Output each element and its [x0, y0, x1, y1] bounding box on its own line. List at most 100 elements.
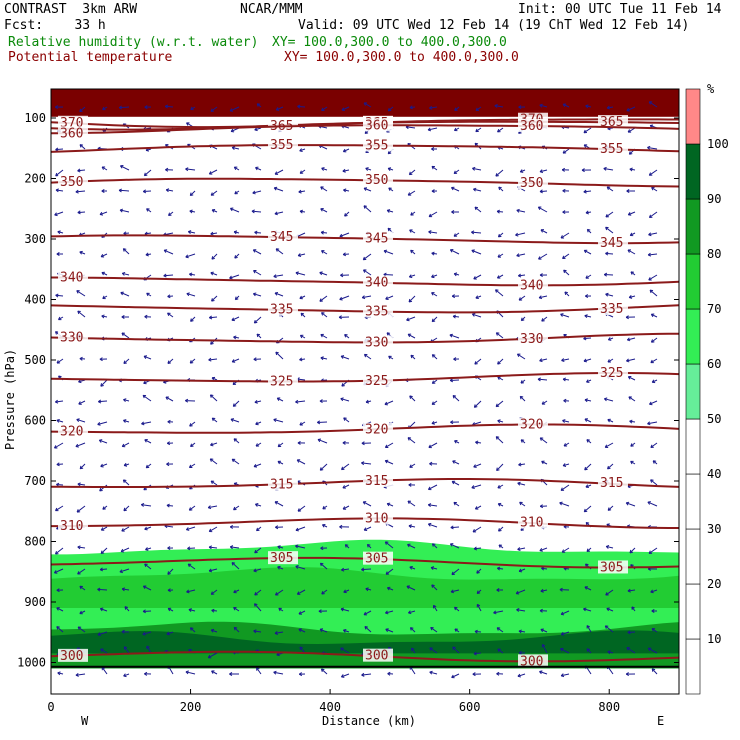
wind-head: [231, 317, 235, 322]
wind-vector: [229, 207, 240, 213]
theta-label-310: 310: [520, 516, 543, 531]
theta-label-330: 330: [60, 331, 83, 346]
wind-vector: [427, 484, 438, 491]
colorbar-swatch: [685, 528, 701, 585]
wind-vector: [429, 670, 438, 675]
wind-head: [167, 571, 171, 575]
wind-shaft: [208, 526, 218, 532]
wind-head: [338, 315, 342, 320]
wind-shaft: [144, 439, 152, 444]
wind-vector: [628, 295, 636, 299]
theta-label-bg: [598, 141, 628, 155]
wind-head: [295, 399, 299, 404]
wind-vector: [519, 395, 526, 402]
wind-shaft: [124, 606, 130, 612]
theta-label-bg: [518, 654, 548, 668]
wind-shaft: [361, 568, 372, 571]
wind-head: [320, 333, 324, 338]
wind-head: [384, 541, 389, 545]
wind-vector: [365, 167, 372, 171]
wind-head: [494, 104, 498, 108]
wind-head: [454, 107, 458, 111]
wind-shaft: [471, 231, 482, 234]
wind-vector: [605, 211, 614, 218]
wind-vector: [340, 647, 350, 654]
wind-shaft: [97, 588, 108, 591]
wind-vector: [102, 295, 108, 300]
wind-shaft: [143, 190, 152, 193]
wind-vector: [586, 379, 592, 383]
wind-vector: [560, 232, 570, 239]
center-name: NCAR/MMM: [240, 2, 303, 17]
wind-head: [497, 254, 502, 258]
wind-shaft: [362, 501, 372, 507]
wind-head: [146, 208, 150, 212]
wind-head: [541, 401, 546, 405]
wind-head: [297, 104, 301, 109]
wind-head: [100, 648, 104, 652]
wind-vector: [517, 481, 526, 486]
wind-vector: [233, 438, 240, 444]
wind-vector: [253, 316, 262, 324]
wind-vector: [407, 437, 416, 444]
wind-shaft: [562, 148, 570, 154]
wind-head: [539, 548, 543, 552]
wind-head: [583, 144, 588, 148]
wind-vector: [431, 147, 438, 151]
wind-vector: [123, 358, 130, 364]
wind-head: [318, 609, 322, 614]
wind-head: [647, 145, 651, 150]
wind-vector: [453, 232, 460, 237]
colorbar-tick-label: 30: [707, 522, 721, 536]
wind-head: [361, 441, 365, 446]
wind-shaft: [341, 568, 350, 571]
wind-head: [190, 106, 194, 111]
wind-vector: [275, 351, 284, 360]
wind-shaft: [55, 169, 64, 177]
wind-head: [124, 606, 129, 610]
wind-shaft: [342, 505, 350, 510]
wind-head: [208, 315, 213, 320]
wind-shaft: [255, 442, 262, 447]
wind-vector: [363, 610, 372, 616]
theta-label-350: 350: [520, 176, 543, 191]
wind-shaft: [629, 547, 636, 554]
wind-shaft: [428, 442, 438, 448]
wind-vector: [408, 274, 416, 279]
wind-head: [538, 256, 542, 260]
wind-vector: [626, 189, 636, 194]
wind-vector: [366, 543, 372, 549]
wind-shaft: [75, 673, 86, 676]
wind-shaft: [560, 648, 570, 654]
wind-vector: [410, 211, 416, 216]
wind-head: [275, 248, 280, 252]
wind-shaft: [473, 274, 482, 280]
wind-vector: [145, 463, 152, 469]
wind-head: [410, 212, 414, 216]
wind-shaft: [649, 211, 658, 218]
wind-shaft: [407, 190, 416, 196]
wind-head: [121, 528, 125, 532]
wind-vector: [387, 106, 394, 112]
wind-vector: [539, 169, 548, 174]
theta-label-305: 305: [365, 552, 388, 567]
wind-vector: [603, 397, 614, 402]
wind-vector: [143, 169, 152, 177]
wind-vector: [256, 667, 262, 675]
wind-shaft: [297, 589, 306, 595]
wind-head: [100, 253, 105, 258]
theta-label-bg: [268, 551, 298, 565]
wind-shaft: [167, 358, 174, 364]
wind-shaft: [363, 610, 372, 616]
wind-head: [607, 650, 611, 655]
wind-vector: [563, 398, 570, 403]
wind-vector: [605, 589, 614, 596]
wind-shaft: [647, 501, 658, 507]
wind-shaft: [450, 526, 460, 529]
wind-head: [319, 399, 323, 404]
wind-shaft: [210, 629, 218, 633]
wind-vector: [56, 607, 64, 612]
field-theta-label: Potential temperature: [8, 50, 173, 65]
wind-shaft: [364, 626, 372, 633]
wind-vector: [361, 461, 372, 466]
